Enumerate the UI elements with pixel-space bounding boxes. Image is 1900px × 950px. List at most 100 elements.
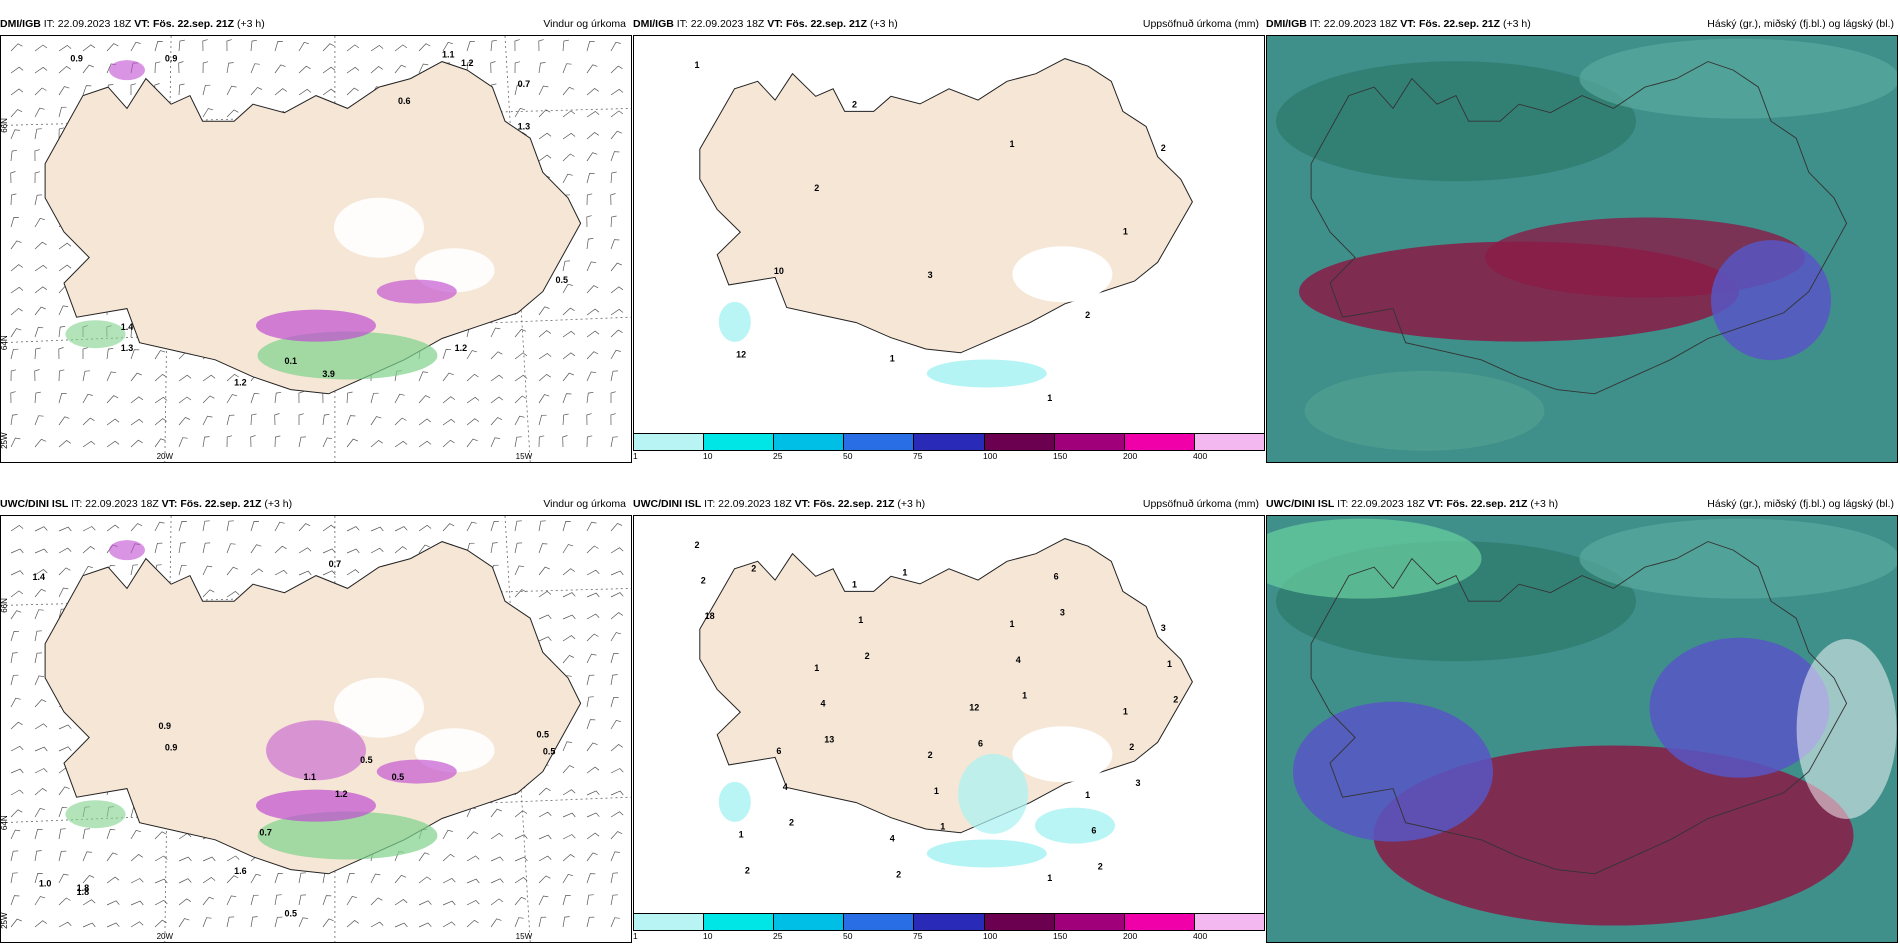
- low-cloud-area: [1711, 240, 1831, 361]
- accum-value-label: 2: [789, 818, 794, 828]
- colorbar-segment: [634, 434, 705, 450]
- latitude-label: 64N: [1, 335, 9, 350]
- wind-precip-map-bottom[interactable]: 1.4 1.8 0.7 1.1 1.2 0.9 0.9 0.5 0.5 0.5 0.5 0.7 1.6 1…: [0, 515, 632, 943]
- accum-value-label: 3: [1135, 778, 1140, 788]
- wind-barb: [538, 916, 547, 928]
- wind-barb: [538, 109, 551, 118]
- lead-time: (+3 h): [869, 18, 898, 30]
- precip-green-area: [257, 811, 438, 860]
- wind-barb: [562, 834, 576, 840]
- colorbar-segment: [704, 434, 775, 450]
- accum-value-label: 1: [852, 579, 857, 589]
- wind-barb: [10, 193, 17, 206]
- wind-barb: [298, 523, 311, 532]
- lead-time: (+3 h): [1530, 498, 1559, 510]
- accum-value-label: 1: [858, 615, 863, 625]
- cloud-cover-map-bottom[interactable]: [1266, 515, 1898, 943]
- wind-barb: [610, 790, 624, 796]
- wind-barb: [178, 918, 190, 928]
- map-canvas[interactable]: 2234111116111221122164644261812132213321…: [634, 516, 1264, 913]
- wind-barb: [202, 876, 216, 884]
- wind-barb: [130, 564, 139, 576]
- precip-value-label: 1.2: [234, 377, 247, 387]
- accum-value-label: 1: [1085, 790, 1090, 800]
- wind-barb: [58, 547, 72, 554]
- wind-barb: [586, 569, 600, 576]
- wind-barb: [514, 589, 527, 598]
- wind-barb: [586, 696, 594, 708]
- wind-barb: [610, 239, 620, 250]
- panel-header-top-left: DMI/IGB IT: 22.09.2023 18Z VT: Fös. 22.s…: [0, 18, 630, 34]
- wind-barb: [106, 900, 120, 906]
- wind-barb: [250, 435, 256, 448]
- accum-precip-map-bottom[interactable]: 2 2 3 4 1 1 1 1 1 6 1 1 12 2 1 1 2 2 1 6 4 6 4 4 2 6 18 1 2 1 3 2 2 13 3 2 1…: [633, 515, 1265, 914]
- wind-barb: [130, 854, 143, 862]
- wind-barb: [34, 588, 47, 598]
- wind-barb: [106, 348, 114, 360]
- precip-value-label: 3.9: [322, 369, 335, 379]
- wind-barb: [538, 373, 551, 382]
- wind-barb: [610, 308, 624, 316]
- wind-barb: [34, 327, 44, 338]
- wind-barb: [586, 653, 597, 664]
- wind-barb: [34, 438, 47, 448]
- wind-barb: [610, 917, 620, 928]
- wind-barb: [490, 417, 503, 426]
- wind-barb: [322, 570, 336, 576]
- wind-barb: [226, 875, 239, 884]
- mid-cloud-area: [1304, 370, 1545, 451]
- wind-barb: [58, 264, 72, 272]
- wind-barb: [106, 524, 120, 532]
- wind-barb: [610, 88, 624, 96]
- wind-barb: [34, 920, 48, 928]
- wind-barb: [10, 286, 24, 294]
- wind-barb: [130, 41, 141, 52]
- map-canvas[interactable]: 0.9 0.9 1.1 1.2 0.7 0.6 1.3 0.5 1.4 1.3 1.2 1.2 0.1 3…: [1, 36, 631, 462]
- wind-barb: [226, 109, 239, 118]
- panel-header-top-middle: DMI/IGB IT: 22.09.2023 18Z VT: Fös. 22.s…: [633, 18, 1263, 34]
- panel-title: Uppsöfnuð úrkoma (mm): [1142, 498, 1259, 510]
- precip-cyan-area: [958, 753, 1029, 834]
- panel-header-bottom-right: UWC/DINI ISL IT: 22.09.2023 18Z VT: Fös.…: [1266, 498, 1898, 514]
- wind-barb: [34, 829, 43, 840]
- wind-barb: [322, 414, 330, 426]
- accum-value-label: 2: [694, 540, 699, 550]
- wind-precip-map-top[interactable]: 0.9 0.9 1.1 1.2 0.7 0.6 1.3 0.5 1.4 1.3 1.2 1.2 0.1 3…: [0, 35, 632, 463]
- wind-barb: [538, 566, 550, 576]
- map-canvas[interactable]: [1267, 36, 1897, 462]
- wind-barb: [10, 307, 23, 316]
- wind-barb: [418, 876, 432, 884]
- latitude-label: 64N: [1, 815, 9, 830]
- precip-value-label: 0.5: [285, 908, 298, 918]
- wind-barb: [562, 330, 576, 338]
- wind-barb: [10, 789, 24, 796]
- wind-barb: [442, 900, 456, 906]
- wind-barb: [298, 65, 311, 74]
- wind-barb: [34, 850, 42, 862]
- wind-barb: [562, 812, 576, 818]
- wind-barb: [130, 349, 140, 360]
- accum-precip-map-top[interactable]: 1 3 2 1 1 2 2 2 1 10 1 12: [633, 35, 1265, 434]
- precip-magenta-area: [376, 279, 457, 304]
- vt-label: VT:: [767, 18, 784, 30]
- map-canvas[interactable]: 1.4 1.8 0.7 1.1 1.2 0.9 0.9 0.5 0.5 0.5 0.5 0.7 1.6 1…: [1, 516, 631, 942]
- precip-value-label: 1.4: [33, 572, 46, 582]
- wind-barb: [34, 746, 48, 752]
- colorbar-tick: 25: [772, 931, 783, 941]
- precip-cyan-area: [1035, 807, 1115, 844]
- wind-barb: [34, 306, 46, 316]
- wind-barb: [58, 746, 72, 752]
- wind-barb: [562, 63, 572, 74]
- wind-barb: [418, 524, 432, 532]
- cloud-cover-map-top[interactable]: [1266, 35, 1898, 463]
- mid-cloud-area: [1267, 518, 1482, 599]
- wind-barb: [298, 413, 304, 425]
- wind-barb: [10, 918, 22, 928]
- precip-colorbar-ticks-top: 1 10 25 50 75 100 150 200 400: [633, 451, 1263, 463]
- accum-value-label: 12: [969, 703, 979, 713]
- map-canvas[interactable]: [1267, 516, 1897, 942]
- accum-value-label: 1: [1123, 707, 1128, 717]
- wind-barb: [346, 66, 360, 74]
- wind-barb: [610, 151, 620, 162]
